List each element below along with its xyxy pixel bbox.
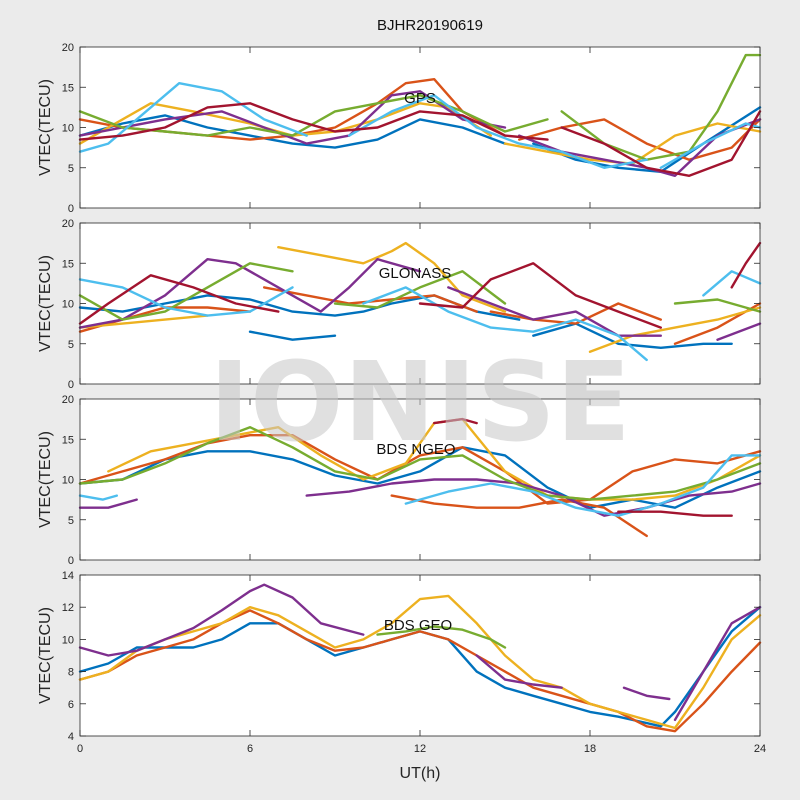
y-tick-label: 20 <box>62 394 74 406</box>
plot-area <box>80 575 760 736</box>
series-line-7 <box>78 314 209 329</box>
series-line-1 <box>248 330 337 341</box>
y-tick-label: 0 <box>68 203 74 215</box>
x-axis-label: UT(h) <box>400 765 441 782</box>
series-line-2 <box>532 322 733 349</box>
x-tick-label: 18 <box>584 743 596 755</box>
y-tick-label: 0 <box>68 555 74 567</box>
series-line-6 <box>673 606 762 722</box>
y-tick-label: 0 <box>68 379 74 391</box>
series-line-19 <box>78 274 280 325</box>
y-tick-label: 15 <box>62 434 74 446</box>
panels: 0 5 10 15 20 VTEC(TECU) GPS 0 5 10 15 20 VTEC(TECU) G… <box>37 42 766 755</box>
series-line-5 <box>489 302 662 325</box>
series-line-1 <box>78 609 762 733</box>
y-tick-label: 8 <box>68 667 74 679</box>
panel-3: 4 6 8 10 12 14 0 6 12 18 24 VTEC(TECU) BDS GEO <box>37 570 766 755</box>
series-line-9 <box>588 306 762 353</box>
series-line-5 <box>622 686 671 701</box>
series-line-8 <box>404 454 762 517</box>
series-line-10 <box>617 510 733 517</box>
series-line-1 <box>532 106 762 174</box>
series-line-11 <box>447 286 662 337</box>
y-tick-label: 5 <box>68 515 74 527</box>
series-line-5 <box>503 122 762 165</box>
plot-area <box>80 399 760 560</box>
series-line-13 <box>78 262 294 321</box>
series-line-14 <box>333 270 507 309</box>
panel-label: GLONASS <box>379 265 452 282</box>
x-tick-label: 0 <box>77 743 83 755</box>
y-axis-label: VTEC(TECU) <box>37 431 54 528</box>
y-tick-label: 15 <box>62 258 74 270</box>
series-line-9 <box>433 417 478 425</box>
y-axis-label: VTEC(TECU) <box>37 607 54 704</box>
y-tick-label: 5 <box>68 339 74 351</box>
series-line-11 <box>348 94 648 170</box>
series-line-3 <box>78 583 365 657</box>
y-tick-label: 10 <box>62 123 74 135</box>
y-tick-label: 10 <box>62 475 74 487</box>
series-line-2 <box>390 494 648 538</box>
series-line-10 <box>78 258 422 329</box>
plot-area <box>80 47 760 208</box>
series-line-17 <box>362 286 648 362</box>
series-line-4 <box>78 498 138 509</box>
panel-1: 0 5 10 15 20 VTEC(TECU) GLONASS <box>37 218 762 391</box>
chart-title: BJHR20190619 <box>377 17 483 34</box>
y-tick-label: 6 <box>68 699 74 711</box>
series-line-1 <box>78 434 762 505</box>
y-tick-label: 4 <box>68 731 74 743</box>
series-line-10 <box>78 81 308 153</box>
panel-label: GPS <box>404 90 436 107</box>
series-line-0 <box>78 446 762 509</box>
x-tick-label: 24 <box>754 743 766 755</box>
series-line-4 <box>475 654 563 689</box>
series-line-20 <box>418 262 662 329</box>
watermark: IONISE <box>209 338 631 466</box>
x-tick-label: 6 <box>247 743 253 755</box>
y-axis-label: VTEC(TECU) <box>37 79 54 176</box>
panel-0: 0 5 10 15 20 VTEC(TECU) GPS <box>37 42 762 215</box>
series-line-5 <box>305 478 762 517</box>
series-line-0 <box>78 114 507 149</box>
series-line-2 <box>78 594 762 730</box>
series-line-15 <box>673 298 762 313</box>
y-tick-label: 10 <box>62 634 74 646</box>
y-axis-label: VTEC(TECU) <box>37 255 54 352</box>
series-line-7 <box>78 494 119 501</box>
series-line-6 <box>78 426 762 501</box>
x-tick-label: 12 <box>414 743 426 755</box>
panel-2: 0 5 10 15 20 VTEC(TECU) BDS NGEO <box>37 394 762 567</box>
y-tick-label: 14 <box>62 570 74 582</box>
series-line-8 <box>78 94 549 137</box>
panel-label: BDS GEO <box>384 617 452 634</box>
y-tick-label: 10 <box>62 299 74 311</box>
series-line-7 <box>376 625 507 649</box>
y-tick-label: 20 <box>62 218 74 230</box>
series-line-18 <box>702 270 762 297</box>
y-tick-label: 20 <box>62 42 74 54</box>
series-line-12 <box>716 322 762 341</box>
series-line-13 <box>78 102 549 141</box>
panel-label: BDS NGEO <box>376 441 455 458</box>
series-line-14 <box>560 110 762 178</box>
y-tick-label: 5 <box>68 163 74 175</box>
series-line-21 <box>730 241 762 289</box>
y-tick-label: 15 <box>62 82 74 94</box>
y-tick-label: 12 <box>62 602 74 614</box>
